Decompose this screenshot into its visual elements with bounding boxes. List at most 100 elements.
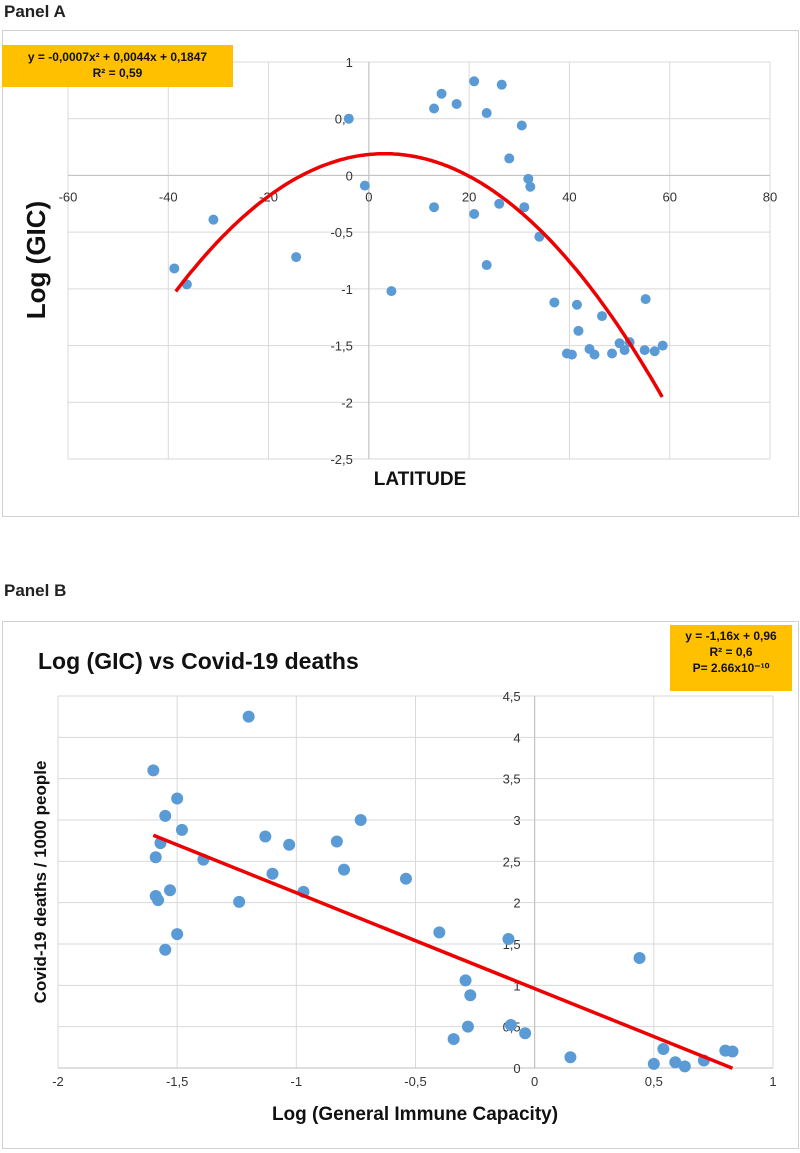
data-point <box>159 943 172 956</box>
data-point <box>573 325 584 336</box>
data-point <box>481 108 492 119</box>
data-point <box>429 202 440 213</box>
x-tick-label: -40 <box>159 189 178 204</box>
data-point <box>669 1056 682 1069</box>
data-point <box>639 345 650 356</box>
data-point <box>504 1019 517 1032</box>
data-point <box>175 823 188 836</box>
x-tick-label: 0 <box>365 189 372 204</box>
data-point <box>649 346 660 357</box>
data-point <box>494 198 505 209</box>
panel-b-label: Panel B <box>4 581 67 600</box>
panel-b-r-squared: R² = 0,6 <box>709 645 753 659</box>
trendline <box>174 151 664 398</box>
data-point <box>504 153 515 164</box>
trendline <box>152 833 734 1070</box>
x-tick-label: -0,5 <box>404 1074 426 1089</box>
data-point <box>566 349 577 360</box>
panel-b-equation: y = -1,16x + 0,96 <box>685 629 777 643</box>
data-point <box>469 208 480 219</box>
data-point <box>461 1020 474 1033</box>
y-tick-label: 4,5 <box>503 689 521 704</box>
data-point <box>523 173 534 184</box>
data-point <box>233 895 246 908</box>
data-point <box>726 1045 739 1058</box>
x-tick-label: 80 <box>763 189 777 204</box>
x-tick-label: -1 <box>291 1074 303 1089</box>
data-point <box>399 872 412 885</box>
panel-a-equation: y = -0,0007x² + 0,0044x + 0,1847 <box>27 50 208 64</box>
data-point <box>640 294 651 305</box>
x-tick-label: -1,5 <box>166 1074 188 1089</box>
data-point <box>519 1027 532 1040</box>
data-point <box>589 349 600 360</box>
panel-a-chart-frame <box>2 30 799 517</box>
data-point <box>597 311 608 322</box>
data-point <box>451 98 462 109</box>
y-tick-label: 2 <box>513 896 520 911</box>
x-axis-title: LATITUDE <box>374 469 467 490</box>
y-tick-label: -1 <box>341 282 353 297</box>
y-tick-label: -0,5 <box>330 225 352 240</box>
x-tick-label: 0,5 <box>645 1074 663 1089</box>
x-tick-label: 20 <box>462 189 476 204</box>
panel-a-label: Panel A <box>4 2 66 21</box>
data-point <box>516 120 527 131</box>
panel-a-equation-box: y = -0,0007x² + 0,0044x + 0,1847 R² = 0,… <box>2 45 233 87</box>
x-tick-label: -60 <box>59 189 78 204</box>
y-axis-title: Covid-19 deaths / 1000 people <box>31 761 50 1004</box>
data-point <box>171 792 184 805</box>
data-point <box>208 214 219 225</box>
panel-b-chart-frame <box>2 621 799 1149</box>
data-point <box>152 894 165 907</box>
panel-a-chart: -60 -40 -20 0 20 40 60 8010,50-0,5-1-1,5-2-2,5L… <box>21 55 777 490</box>
y-tick-label: -2 <box>341 395 353 410</box>
y-tick-label: 4 <box>513 730 520 745</box>
data-point <box>330 835 343 848</box>
x-tick-label: 1 <box>769 1074 776 1089</box>
data-point <box>359 180 370 191</box>
data-point <box>171 928 184 941</box>
y-tick-label: 1 <box>513 978 520 993</box>
panel-b-p-value: P= 2.66x10⁻¹⁰ <box>692 661 770 675</box>
x-axis-title: Log (General Immune Capacity) <box>272 1104 558 1125</box>
panel-a-r-squared: R² = 0,59 <box>92 66 143 80</box>
data-point <box>549 297 560 308</box>
panel-b-equation-box: y = -1,16x + 0,96 R² = 0,6 P= 2.66x10⁻¹⁰ <box>670 625 792 691</box>
data-point <box>147 764 160 777</box>
y-tick-label: 2,5 <box>503 854 521 869</box>
data-point <box>354 814 367 826</box>
data-point <box>657 1042 670 1055</box>
data-point <box>429 103 440 114</box>
data-point <box>242 710 255 723</box>
data-point <box>266 867 279 880</box>
x-tick-label: 40 <box>562 189 576 204</box>
data-point <box>169 263 180 274</box>
data-point <box>343 113 354 124</box>
data-point <box>564 1051 577 1064</box>
y-tick-label: 0 <box>346 168 353 183</box>
data-point <box>259 830 272 843</box>
data-point <box>436 88 447 99</box>
data-point <box>149 851 162 864</box>
data-point <box>447 1033 460 1046</box>
x-tick-label: 0 <box>531 1074 538 1089</box>
y-tick-label: 1 <box>346 55 353 70</box>
data-point <box>657 340 668 351</box>
data-point <box>338 863 350 876</box>
data-point <box>164 884 177 897</box>
data-point <box>481 260 492 271</box>
data-point <box>619 345 630 356</box>
data-point <box>469 76 480 87</box>
x-tick-label: 60 <box>662 189 676 204</box>
y-axis-title: Log (GIC) <box>21 201 51 319</box>
data-point <box>525 181 536 192</box>
data-point <box>647 1057 660 1070</box>
y-tick-label: -1,5 <box>330 339 352 354</box>
data-point <box>459 974 472 987</box>
data-point <box>159 809 172 822</box>
data-point <box>607 348 618 359</box>
y-tick-label: 0 <box>513 1061 520 1076</box>
y-tick-label: -2,5 <box>330 452 352 467</box>
